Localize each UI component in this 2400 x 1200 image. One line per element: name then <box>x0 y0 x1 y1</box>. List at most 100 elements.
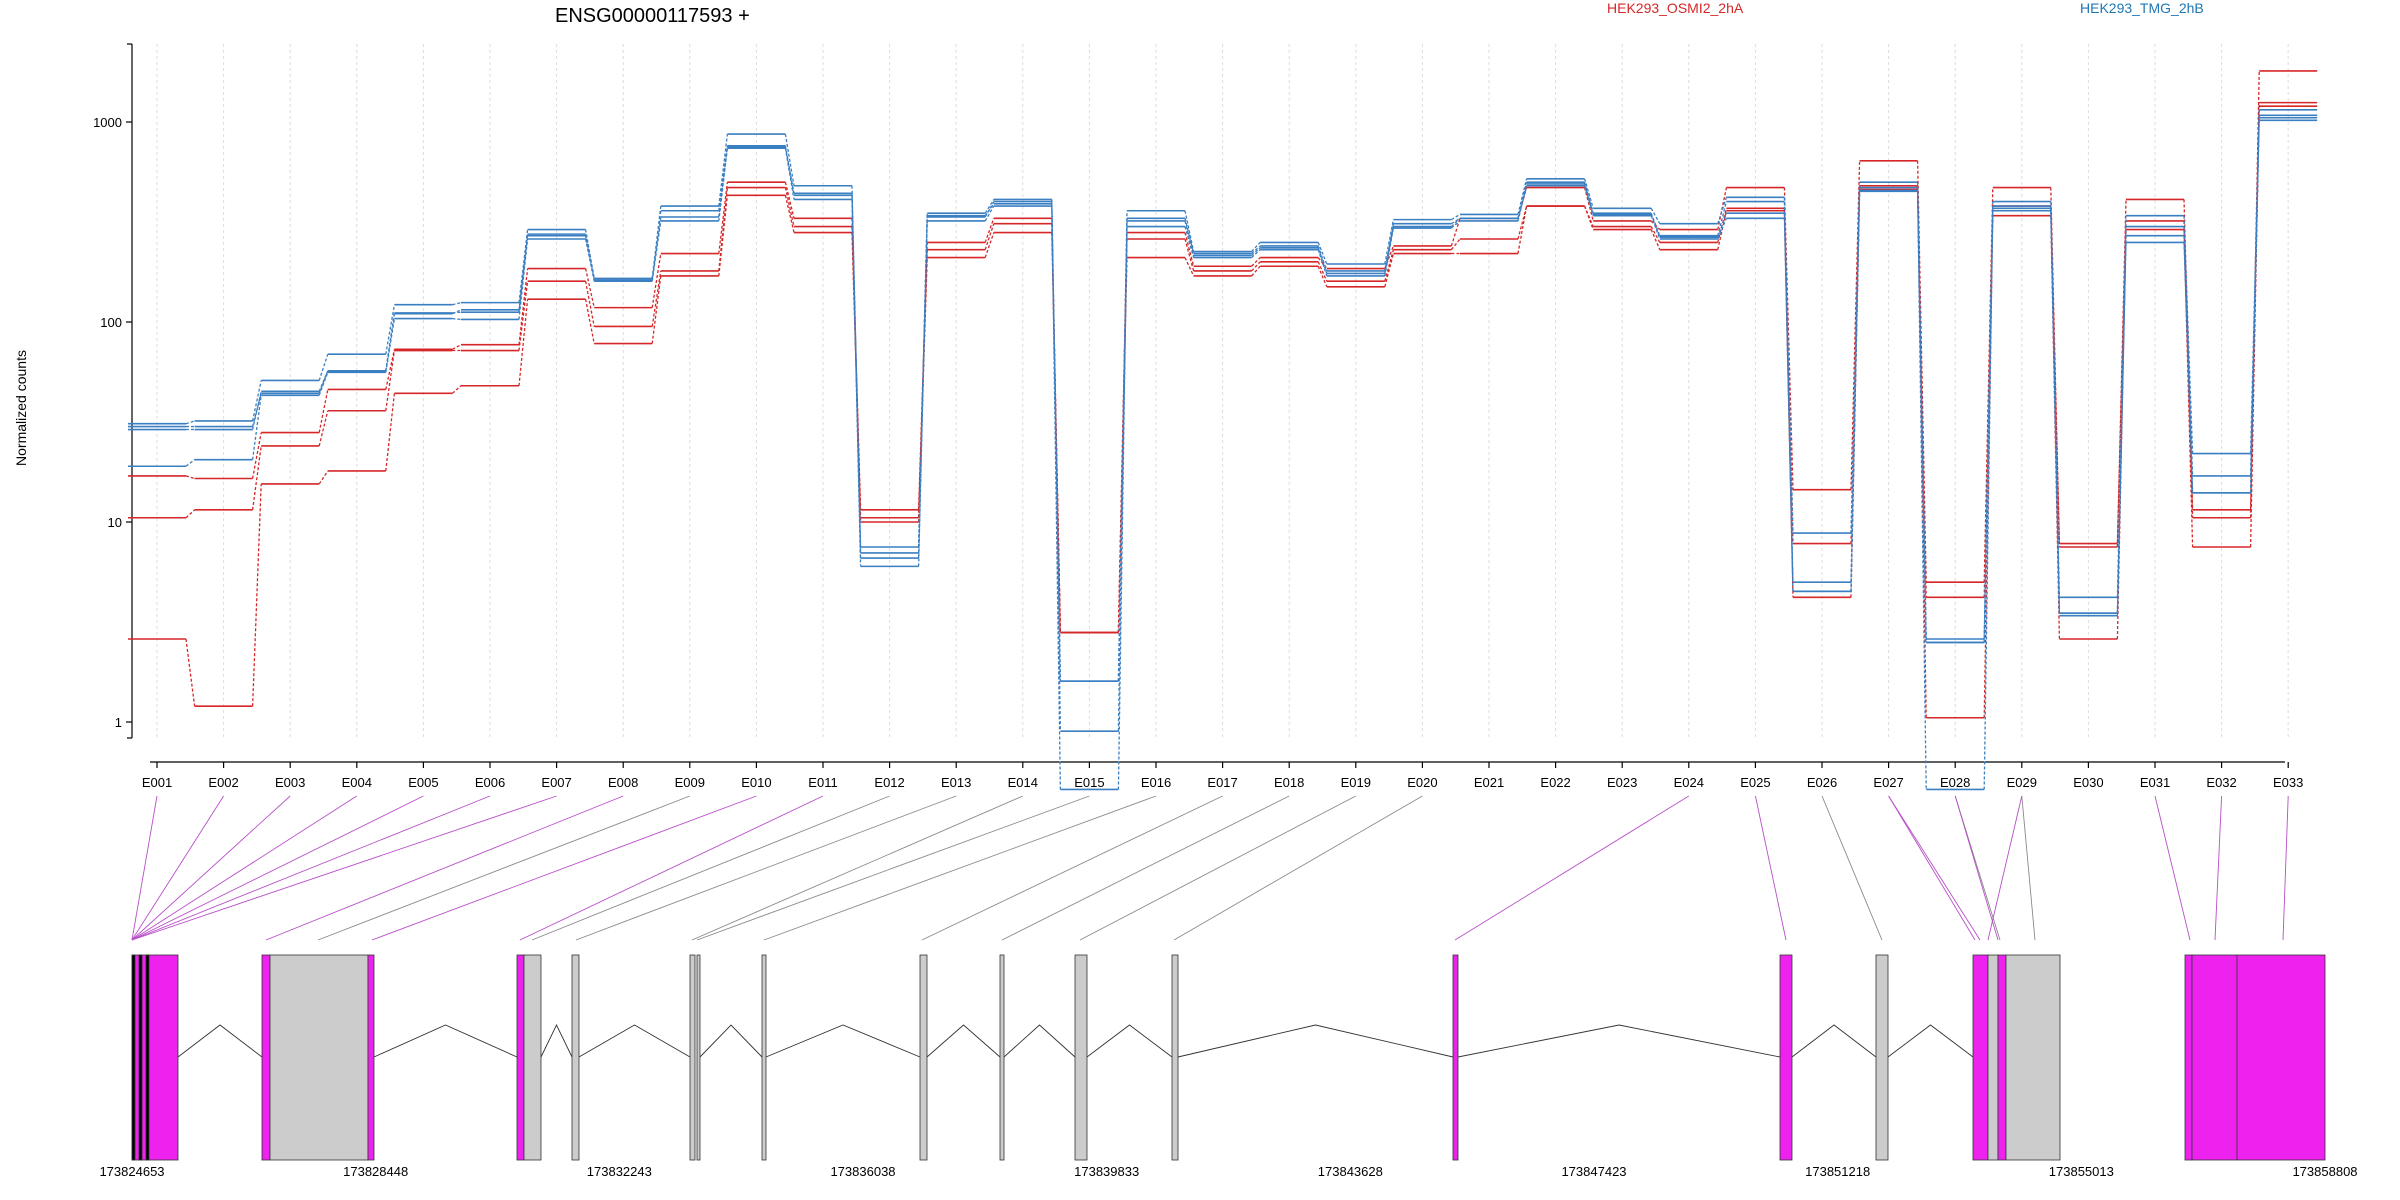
x-tick-label: E011 <box>808 775 837 790</box>
series-connector <box>452 344 462 350</box>
exon-connector <box>131 795 158 941</box>
y-tick-label: 10 <box>108 515 122 530</box>
series-connector <box>518 234 529 313</box>
series-connector <box>784 195 795 233</box>
exon-connector <box>1454 795 1690 941</box>
exon-connector <box>691 795 1023 941</box>
series-connector <box>1517 183 1528 219</box>
series-connector <box>984 232 995 258</box>
series-connector <box>2249 115 2260 493</box>
series-connector <box>518 268 529 345</box>
x-tick-label: E022 <box>1540 775 1570 790</box>
intron-line <box>1791 1024 1877 1058</box>
series-connector <box>1384 219 1395 265</box>
exon-connector <box>1987 795 2023 941</box>
series-connector <box>1251 265 1261 277</box>
series-connector <box>1517 205 1528 240</box>
intron-line <box>578 1024 691 1058</box>
series-connector <box>718 134 729 207</box>
exon-connector <box>531 795 890 941</box>
exon-connector <box>1001 795 1290 941</box>
series-connector <box>1251 249 1261 259</box>
legend-entry-tmg: HEK293_TMG_2hB <box>2080 0 2204 16</box>
series-connector <box>318 389 329 433</box>
exon-box <box>516 954 525 1161</box>
series-connector <box>2116 242 2127 616</box>
series-connector <box>1051 203 1062 682</box>
x-tick-label: E029 <box>2007 775 2037 790</box>
series-connector <box>1251 241 1261 253</box>
series-connector <box>1583 178 1594 209</box>
series-connector <box>1184 232 1195 267</box>
x-tick-label: E019 <box>1341 775 1371 790</box>
x-tick-label: E004 <box>342 775 372 790</box>
exon-connector <box>763 795 1157 941</box>
x-tick-label: E001 <box>142 775 172 790</box>
series-connector <box>1783 213 1794 592</box>
x-tick-label: E003 <box>275 775 305 790</box>
series-connector <box>1650 229 1661 250</box>
coordinate-label: 173832243 <box>587 1164 652 1179</box>
series-connector <box>1717 210 1728 250</box>
series-connector <box>1184 238 1195 272</box>
series-connector <box>984 203 995 217</box>
exon-connector <box>1954 795 1999 941</box>
intron-line <box>373 1024 518 1058</box>
series-connector <box>651 275 662 344</box>
x-tick-label: E021 <box>1474 775 1504 790</box>
series-connector <box>584 268 595 308</box>
exon-box <box>261 954 271 1161</box>
series-connector <box>784 182 795 219</box>
series-HEK293_TMG_2hB <box>128 114 2318 791</box>
exon-box <box>138 954 143 1161</box>
series-connector <box>2183 235 2194 493</box>
series-connector <box>251 483 262 707</box>
series-connector <box>251 445 262 510</box>
series-connector <box>1983 210 1994 643</box>
series-connector <box>984 199 995 214</box>
series-connector <box>185 638 196 707</box>
x-tick-label: E017 <box>1207 775 1237 790</box>
x-tick-label: E024 <box>1674 775 1704 790</box>
intron-line <box>177 1024 263 1058</box>
series-connector <box>784 145 795 196</box>
x-tick-label: E028 <box>1940 775 1970 790</box>
intron-line <box>1887 1024 1974 1058</box>
x-tick-label: E015 <box>1074 775 1104 790</box>
series-connector <box>1517 178 1528 215</box>
exon-box <box>919 954 928 1161</box>
exon-box <box>1972 954 1989 1161</box>
series-connector <box>385 349 396 390</box>
genomic-coordinates: 173824653 173828448 173832243 173836038 1738… <box>99 1164 2357 1179</box>
series-connector <box>651 220 662 282</box>
series-connector <box>984 205 995 222</box>
series-connector <box>1317 265 1328 288</box>
exon-connector <box>317 795 690 941</box>
series-connector <box>651 253 662 308</box>
series-connector <box>1450 220 1461 229</box>
x-tick-label: E031 <box>2140 775 2170 790</box>
series-connector <box>318 410 329 447</box>
series-connector <box>784 187 795 227</box>
series-connector <box>251 391 262 430</box>
series-connector <box>984 223 995 250</box>
coordinate-label: 173855013 <box>2049 1164 2114 1179</box>
series-connector <box>2050 210 2061 616</box>
exon-connectors <box>131 795 2289 941</box>
series-connector <box>451 385 462 394</box>
series-connector <box>251 380 262 422</box>
x-tick-label: E006 <box>475 775 505 790</box>
exon-connector <box>2214 795 2223 941</box>
intron-line <box>765 1024 921 1058</box>
exon-connector <box>921 795 1223 941</box>
series-connector <box>1384 249 1395 282</box>
x-tick-label: E005 <box>408 775 438 790</box>
y-axis-label: Normalized counts <box>13 350 29 466</box>
series-connector <box>1317 242 1328 265</box>
exon-box <box>1997 954 2007 1161</box>
series-connector <box>251 432 262 479</box>
intron-line <box>699 1024 763 1058</box>
series-connector <box>1317 245 1328 272</box>
series-connector <box>1184 257 1195 277</box>
